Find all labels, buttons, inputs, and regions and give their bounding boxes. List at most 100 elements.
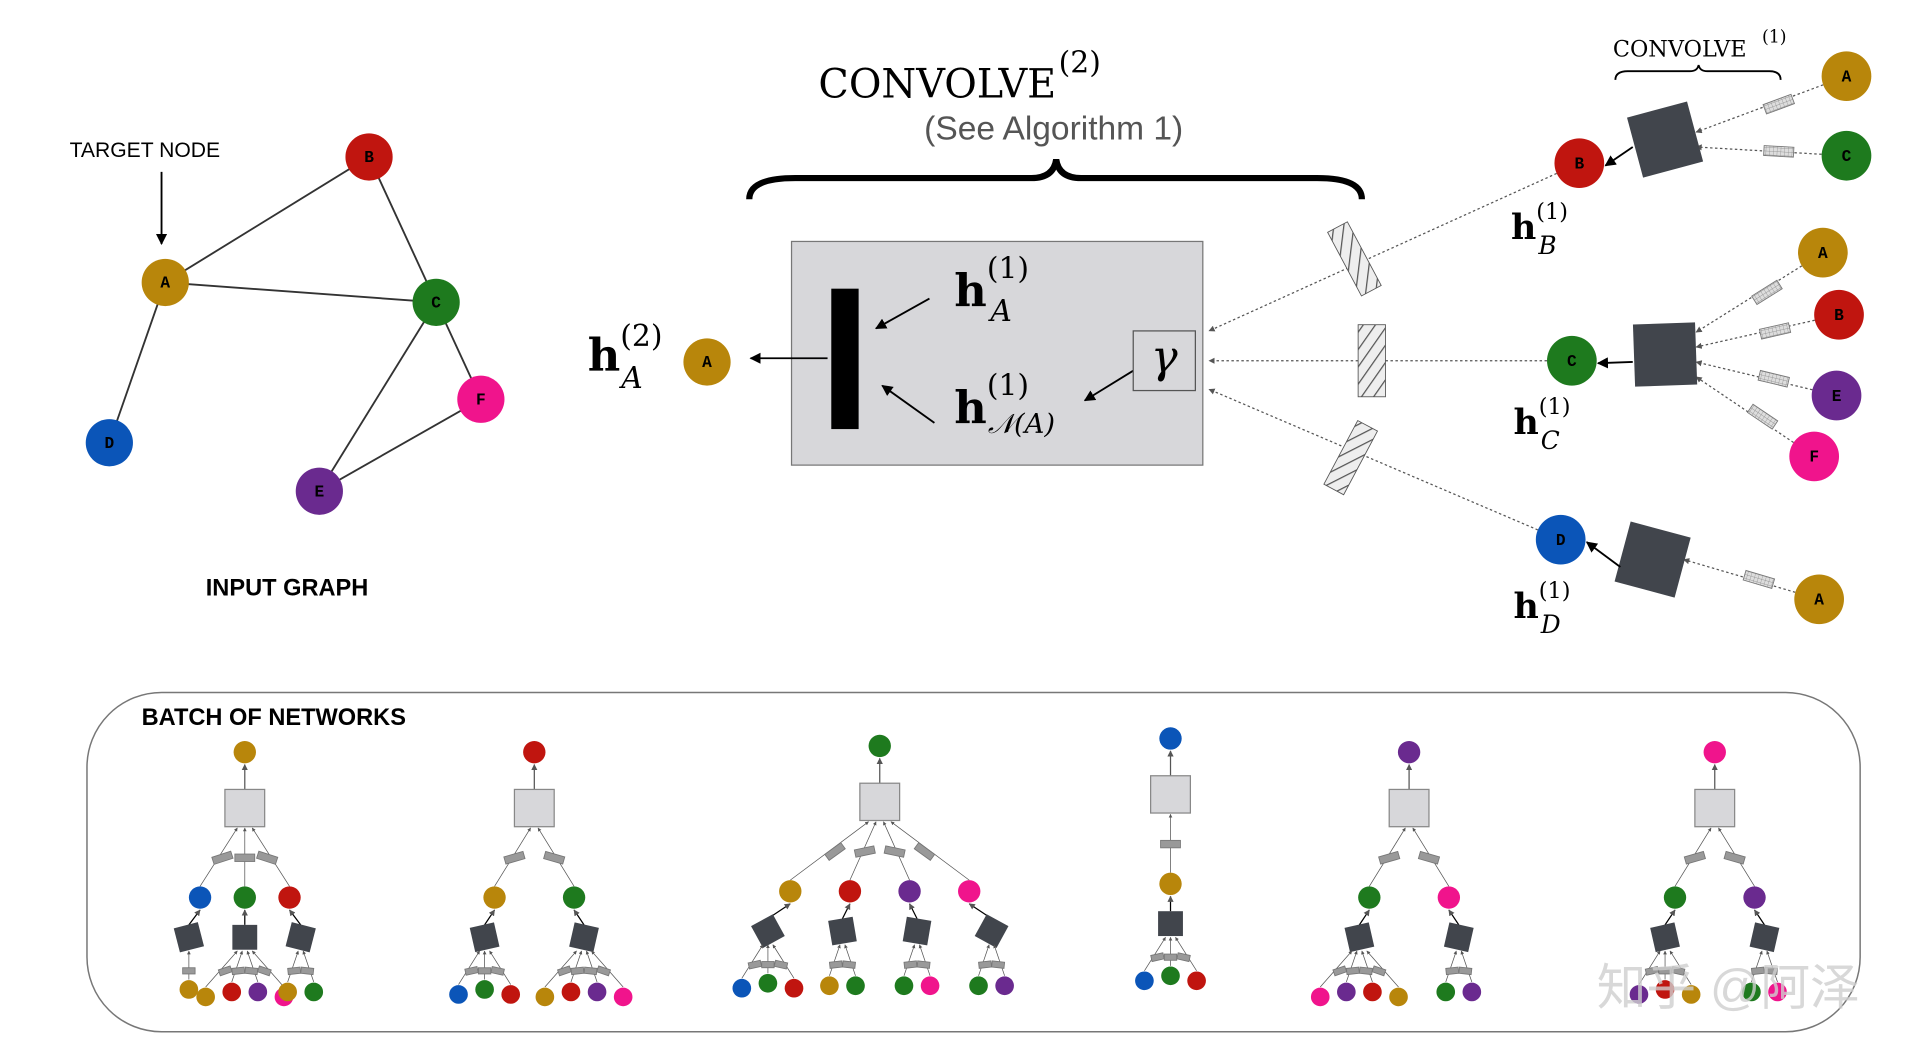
- weight-box: [841, 960, 856, 969]
- node-circle: [1159, 872, 1182, 896]
- weight-box: [853, 845, 876, 858]
- watermark: 知乎 @阿泽: [1597, 959, 1860, 1015]
- node-circle: [561, 982, 581, 1002]
- node-D: [1135, 971, 1154, 991]
- weight-box: [747, 959, 763, 970]
- node-circle: [535, 987, 555, 1007]
- node-D: D: [85, 419, 133, 467]
- node-circle: [1743, 886, 1766, 909]
- h-label-sub: D: [1540, 610, 1561, 639]
- node-A: A: [141, 258, 189, 307]
- node-E: [1337, 982, 1356, 1002]
- weight-box: [883, 845, 906, 858]
- node-C: C: [412, 278, 460, 326]
- input-graph-title: INPUT GRAPH: [206, 576, 369, 602]
- weight-box: [1644, 965, 1660, 976]
- node-circle: [233, 740, 256, 764]
- hatched-weight-box: [1327, 221, 1382, 297]
- node-circle: [85, 419, 133, 467]
- weight-box: [244, 966, 259, 976]
- node-C: [233, 886, 256, 909]
- node-B: [1655, 980, 1675, 999]
- h-label-sub: B: [1537, 231, 1556, 260]
- edge: [1345, 950, 1358, 983]
- node-D: [1159, 727, 1182, 750]
- node-circle: [1547, 335, 1597, 386]
- node-circle: [1389, 987, 1408, 1007]
- node-C: [1436, 982, 1456, 1002]
- weight-box: [1723, 850, 1746, 865]
- node-E: E: [1811, 370, 1862, 421]
- aggregator-square: [1632, 322, 1698, 387]
- aggregator-square: [1749, 922, 1780, 953]
- weight-box: [978, 960, 993, 969]
- aggregator-square: [828, 916, 857, 946]
- gamma-box: [1132, 330, 1196, 392]
- node-circle: [1436, 982, 1456, 1002]
- convolve1-branch-C: A B E F Ch(1) C: [1208, 227, 1864, 482]
- node-B: [561, 982, 581, 1002]
- weight-box: [1150, 952, 1165, 963]
- weight-box: [1345, 966, 1360, 976]
- h-label-C: h(1) C: [1513, 394, 1570, 455]
- node-A: [1159, 872, 1182, 896]
- node-circle: [784, 978, 804, 998]
- weight-box: [1670, 965, 1686, 976]
- node-E: [995, 976, 1014, 996]
- node-circle: [304, 982, 324, 1002]
- node-circle: [1821, 130, 1872, 181]
- node-circle: [1161, 966, 1180, 986]
- target-node-label: TARGET NODE: [70, 139, 221, 162]
- node-A: [779, 880, 802, 903]
- node-F: [1437, 886, 1461, 909]
- convolve1-brace: [1614, 64, 1782, 80]
- node-circle: [1794, 574, 1844, 625]
- convolve1-branch-D: ADh(1) D: [1208, 388, 1844, 639]
- aggregator-square: [173, 922, 204, 953]
- batch-tree-E: [1310, 740, 1482, 1007]
- convolve2-brace: [746, 158, 1365, 200]
- edge: [1664, 909, 1676, 926]
- node-circle: [1363, 982, 1382, 1002]
- grid-weight-box: [1751, 279, 1783, 306]
- weight-box: [1378, 850, 1401, 865]
- node-D: D: [1535, 514, 1586, 565]
- node-circle: [345, 133, 393, 181]
- node-circle: [868, 734, 891, 758]
- batch-container: [86, 691, 1861, 1033]
- node-B: [784, 978, 804, 998]
- node-circle: [1629, 985, 1649, 1004]
- node-circle: [1135, 971, 1154, 991]
- self-arrow: [875, 297, 930, 330]
- node-label: C: [1567, 353, 1577, 371]
- node-B: B: [1554, 138, 1605, 189]
- grid-weight-box: [1763, 145, 1795, 158]
- node-A: A: [1798, 227, 1848, 278]
- node-circle: [920, 976, 940, 996]
- node-C: [1742, 982, 1761, 1002]
- node-A: [196, 987, 215, 1007]
- node-circle: [1663, 886, 1687, 909]
- h-self-label: h(1) A: [954, 252, 1029, 329]
- node-circle: [969, 976, 988, 996]
- weight-box: [991, 960, 1006, 969]
- node-circle: [457, 375, 505, 423]
- edge: [1208, 162, 1580, 332]
- node-B: B: [1814, 289, 1864, 340]
- edge: [188, 909, 201, 926]
- edge: [231, 950, 243, 983]
- node-A: [179, 980, 199, 999]
- h-output-label: h(2) A: [588, 319, 663, 396]
- node-B: [523, 740, 546, 764]
- node-A: [233, 740, 256, 764]
- node-circle: [820, 976, 839, 996]
- aggregator-square: [974, 914, 1009, 948]
- node-C: [304, 982, 324, 1002]
- convolve2-title: CONVOLVE: [818, 61, 1056, 107]
- node-A: A: [1794, 574, 1844, 625]
- convolve2-superscript: (2): [1059, 45, 1101, 80]
- edge: [1208, 388, 1561, 541]
- node-F: [1703, 740, 1726, 764]
- weight-box: [300, 966, 315, 976]
- weight-box: [231, 966, 246, 976]
